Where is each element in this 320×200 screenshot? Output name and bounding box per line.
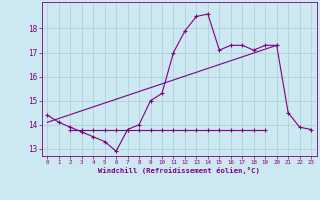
X-axis label: Windchill (Refroidissement éolien,°C): Windchill (Refroidissement éolien,°C) bbox=[98, 167, 260, 174]
